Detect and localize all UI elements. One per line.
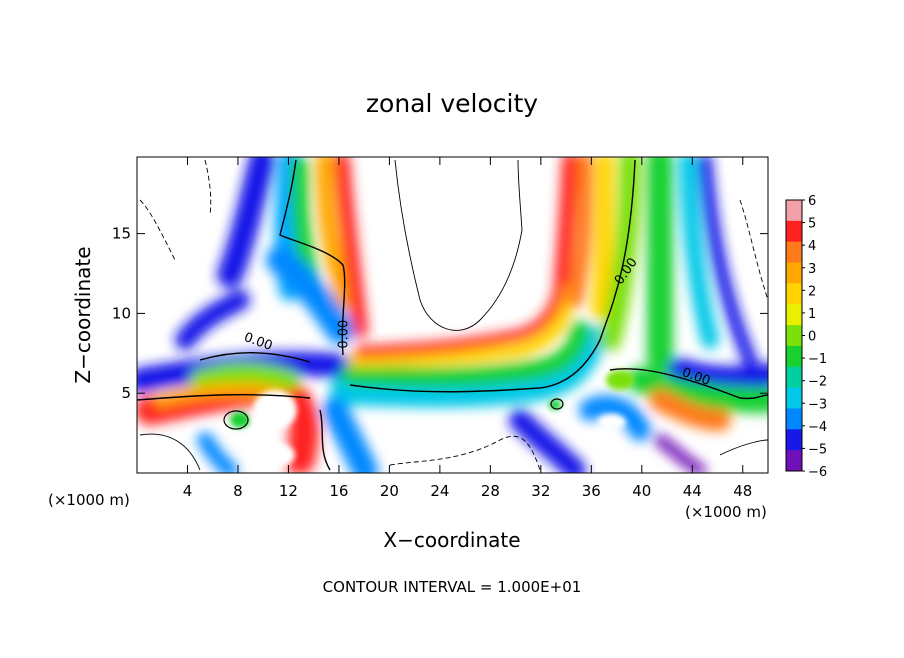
colorbar-tick-label: −1 xyxy=(808,352,827,367)
colorbar: 6 5 4 3 2 1 0 −1 −2 −3 −4 −5 −6 xyxy=(785,194,827,480)
colorbar-tick-label: 3 xyxy=(808,262,816,277)
colorbar-swatch xyxy=(786,450,802,472)
x-tick-label: 12 xyxy=(279,482,298,500)
x-tick-label: 36 xyxy=(582,482,601,500)
colorbar-swatch xyxy=(786,220,802,243)
colorbar-tick-label: 4 xyxy=(808,239,816,254)
x-axis: 4 8 12 16 20 24 28 32 36 40 44 48 xyxy=(183,157,752,500)
colorbar-tick-label: 6 xyxy=(808,194,816,209)
plot-area: 0.00 0.000.000.00 xyxy=(137,157,768,473)
colorbar-swatch xyxy=(786,429,802,451)
y-tick-label: 5 xyxy=(121,384,131,402)
y-tick-label: 15 xyxy=(112,225,131,243)
colorbar-tick-label: −6 xyxy=(808,465,827,480)
x-tick-label: 24 xyxy=(430,482,449,500)
velocity-field xyxy=(137,157,768,473)
contour-label: 0.00 xyxy=(337,320,352,349)
colorbar-swatch xyxy=(786,262,802,284)
x-tick-label: 48 xyxy=(733,482,752,500)
plot-frame xyxy=(136,156,769,474)
colorbar-swatch xyxy=(786,366,802,389)
contour-lines xyxy=(137,159,768,471)
colorbar-swatch xyxy=(786,283,802,305)
colorbar-swatch xyxy=(786,200,802,222)
colorbar-tick-label: 5 xyxy=(808,217,816,232)
colorbar-tick-label: −5 xyxy=(808,442,827,457)
colorbar-tick-label: 1 xyxy=(808,307,816,322)
colorbar-swatch xyxy=(786,325,802,347)
y-tick-label: 10 xyxy=(112,304,131,322)
x-tick-label: 16 xyxy=(329,482,348,500)
colorbar-swatch xyxy=(786,304,802,326)
colorbar-swatch xyxy=(786,387,802,409)
colorbar-tick-label: 2 xyxy=(808,284,816,299)
x-unit-left: (×1000 m) xyxy=(48,491,130,509)
chart-title: zonal velocity xyxy=(366,89,538,118)
colorbar-swatch xyxy=(786,345,802,368)
x-tick-label: 8 xyxy=(233,482,243,500)
x-tick-label: 4 xyxy=(183,482,193,500)
x-tick-label: 44 xyxy=(683,482,702,500)
colorbar-swatch xyxy=(786,241,802,264)
contour-interval-note: CONTOUR INTERVAL = 1.000E+01 xyxy=(323,578,582,596)
colorbar-tick-label: −2 xyxy=(808,375,827,390)
y-axis-title: Z−coordinate xyxy=(71,246,95,383)
y-axis: 5 10 15 xyxy=(112,225,768,402)
x-tick-label: 32 xyxy=(531,482,550,500)
x-axis-title: X−coordinate xyxy=(383,528,520,552)
colorbar-tick-label: −4 xyxy=(808,420,827,435)
colorbar-swatch xyxy=(786,408,802,430)
x-tick-label: 40 xyxy=(632,482,651,500)
x-unit-right: (×1000 m) xyxy=(685,503,767,521)
x-tick-label: 20 xyxy=(380,482,399,500)
colorbar-tick-label: −3 xyxy=(808,397,827,412)
colorbar-tick-label: 0 xyxy=(808,330,816,345)
x-tick-label: 28 xyxy=(481,482,500,500)
